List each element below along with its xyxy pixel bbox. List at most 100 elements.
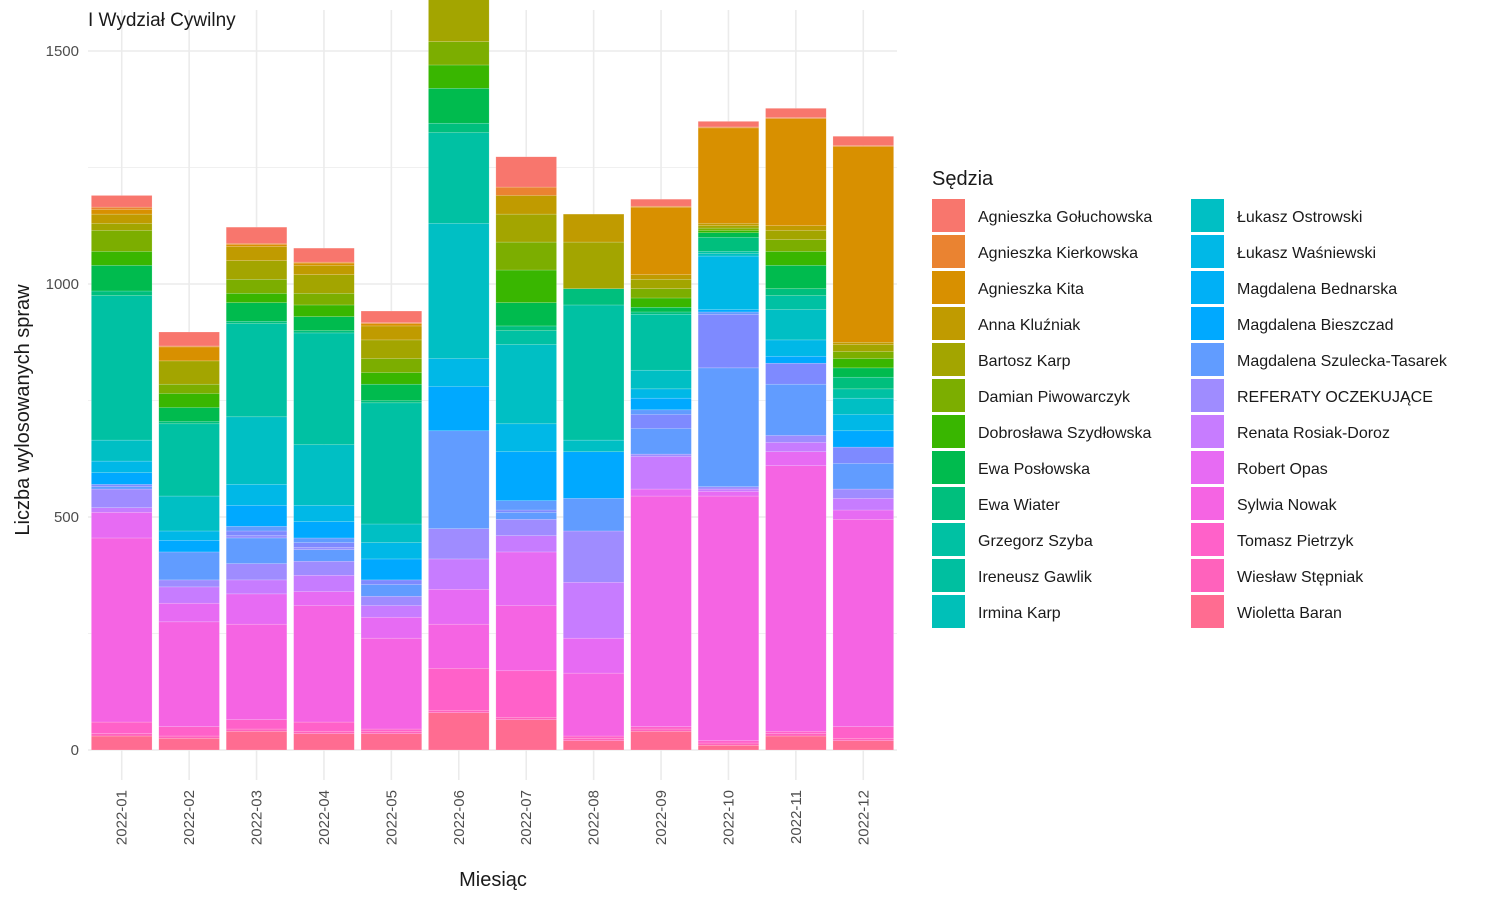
- bar-segment: [832, 376, 894, 390]
- bar-segment: [360, 358, 422, 373]
- bar-segment: [360, 372, 422, 385]
- x-tick-label: 2022-06: [451, 790, 468, 845]
- bar-segment: [158, 530, 220, 541]
- bar-segment: [158, 735, 220, 739]
- legend-label: Magdalena Bednarska: [1237, 281, 1397, 298]
- bar-segment: [495, 519, 557, 536]
- bar-segment: [765, 230, 827, 240]
- bar-segment: [832, 397, 894, 415]
- bar-segment: [360, 595, 422, 606]
- bar-segment: [495, 535, 557, 553]
- bar-segment: [158, 393, 220, 408]
- bar-segment: [91, 537, 153, 723]
- bar-segment: [225, 719, 288, 730]
- bar-segment: [765, 383, 827, 436]
- legend-label: Renata Rosiak-Doroz: [1237, 425, 1390, 442]
- bar-segment: [293, 247, 355, 263]
- bar-segment: [91, 213, 153, 224]
- bar-segment: [225, 731, 288, 751]
- bar-segment: [158, 331, 220, 347]
- bar-segment: [563, 304, 625, 441]
- bar-segment: [630, 314, 692, 371]
- bar-segment: [630, 288, 692, 299]
- bar-segment: [630, 397, 692, 411]
- bar-segment: [225, 260, 288, 280]
- legend-key: [932, 415, 965, 448]
- bar-segment: [225, 579, 288, 595]
- legend-label: Damian Piwowarczyk: [978, 389, 1131, 406]
- bar-segment: [428, 528, 490, 560]
- bar-segment: [832, 519, 894, 727]
- bar-segment: [293, 537, 355, 543]
- legend-key: [1191, 271, 1224, 304]
- bar-segment: [158, 551, 220, 581]
- y-tick-label: 0: [71, 742, 79, 759]
- bar-segment: [495, 605, 557, 672]
- bar-segment: [91, 507, 153, 513]
- bar-segment: [697, 367, 760, 487]
- bar-segment: [428, 64, 490, 89]
- bar-segment: [91, 486, 153, 490]
- bar-segment: [225, 321, 288, 324]
- bar-segment: [495, 512, 557, 520]
- bar-segment: [630, 409, 692, 415]
- x-tick-label: 2022-03: [249, 790, 266, 845]
- bar-segment: [360, 637, 422, 730]
- bar-segment: [495, 213, 557, 243]
- bar-segment: [630, 488, 692, 497]
- bar-segment: [293, 521, 355, 539]
- bar-segment: [293, 731, 355, 734]
- bar-segment: [428, 710, 490, 713]
- bar-segment: [832, 351, 894, 359]
- bar-segment: [630, 206, 692, 275]
- bar-segment: [360, 325, 422, 341]
- bar-segment: [360, 542, 422, 560]
- bar-segment: [697, 230, 760, 233]
- legend-key: [1191, 595, 1224, 628]
- bar-segment: [563, 740, 625, 751]
- legend-key: [1191, 199, 1224, 232]
- bar-segment: [293, 721, 355, 732]
- bar-segment: [293, 330, 355, 334]
- bar-segment: [630, 728, 692, 732]
- bar-segment: [360, 339, 422, 359]
- bar-segment: [360, 728, 422, 732]
- legend-key: [932, 307, 965, 340]
- bar-segment: [158, 579, 220, 588]
- bar-segment: [293, 265, 355, 275]
- bar-segment: [428, 430, 490, 529]
- bar-segment: [225, 293, 288, 303]
- bar-segment: [832, 446, 894, 464]
- bar-segment: [495, 195, 557, 215]
- bar-segment: [91, 230, 153, 252]
- bar-segment: [225, 279, 288, 294]
- bar-segment: [91, 290, 153, 296]
- bar-segment: [832, 430, 894, 448]
- bar-segment: [563, 735, 625, 739]
- legend-key: [1191, 559, 1224, 592]
- bar-segment: [495, 719, 557, 751]
- bar-segment: [697, 232, 760, 238]
- bar-segment: [428, 41, 490, 66]
- legend-label: Ireneusz Gawlik: [978, 569, 1093, 586]
- bar-segment: [495, 302, 557, 327]
- bar-segment: [832, 388, 894, 399]
- bar-segment: [832, 509, 894, 520]
- bar-segment: [697, 745, 760, 751]
- bar-segment: [158, 421, 220, 425]
- bar-segment: [832, 367, 894, 378]
- bar-segment: [630, 198, 692, 207]
- bar-segment: [832, 146, 894, 343]
- bar-segment: [495, 451, 557, 501]
- legend-key: [932, 379, 965, 412]
- bar-segment: [293, 293, 355, 306]
- bar-segment: [225, 593, 288, 625]
- bar-segment: [765, 362, 827, 385]
- bar-segment: [495, 156, 557, 188]
- bar-segment: [765, 265, 827, 289]
- x-tick-label: 2022-04: [316, 790, 333, 845]
- legend-key: [932, 595, 965, 628]
- bar-segment: [428, 386, 490, 432]
- bar-segment: [563, 213, 625, 243]
